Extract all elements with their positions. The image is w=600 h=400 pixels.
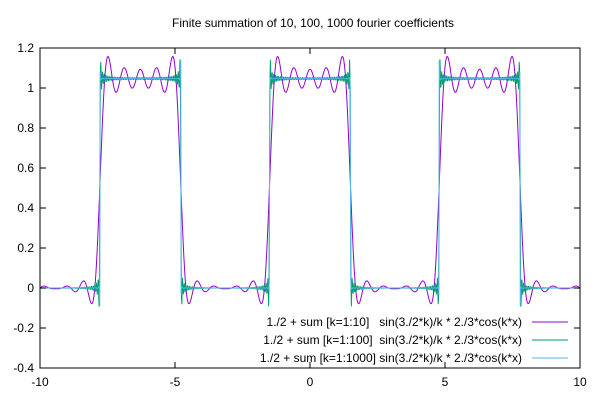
y-tick-label: 0.8 [17, 121, 34, 135]
y-tick-label: 0 [27, 281, 34, 295]
x-tick-label: 10 [573, 375, 587, 389]
x-tick-label: 5 [442, 375, 449, 389]
y-tick-label: -0.4 [13, 361, 34, 375]
legend-label: 1./2 + sum [k=1:1000] sin(3./2*k)/k * 2.… [260, 351, 522, 365]
y-tick-label: 0.4 [17, 201, 34, 215]
series-line-1 [40, 56, 580, 305]
x-tick-label: -5 [170, 375, 181, 389]
chart-title: Finite summation of 10, 100, 1000 fourie… [172, 16, 454, 30]
y-tick-label: -0.2 [13, 321, 34, 335]
y-tick-label: 1.2 [17, 41, 34, 55]
legend-label: 1./2 + sum [k=1:10] sin(3./2*k)/k * 2./3… [267, 315, 522, 329]
x-tick-label: 0 [307, 375, 314, 389]
legend: 1./2 + sum [k=1:10] sin(3./2*k)/k * 2./3… [260, 315, 568, 365]
x-tick-label: -10 [31, 375, 49, 389]
series-line-3 [40, 60, 580, 307]
series-line-2 [40, 59, 580, 307]
legend-label: 1./2 + sum [k=1:100] sin(3./2*k)/k * 2./… [263, 333, 522, 347]
series-layer [40, 56, 580, 307]
ticks-layer: -10 -5 0 5 10 -0.4 -0.2 0 0.2 0.4 0.6 0.8 1 1.2 [13, 41, 587, 389]
y-tick-label: 0.6 [17, 161, 34, 175]
y-tick-label: 0.2 [17, 241, 34, 255]
y-tick-label: 1 [27, 81, 34, 95]
